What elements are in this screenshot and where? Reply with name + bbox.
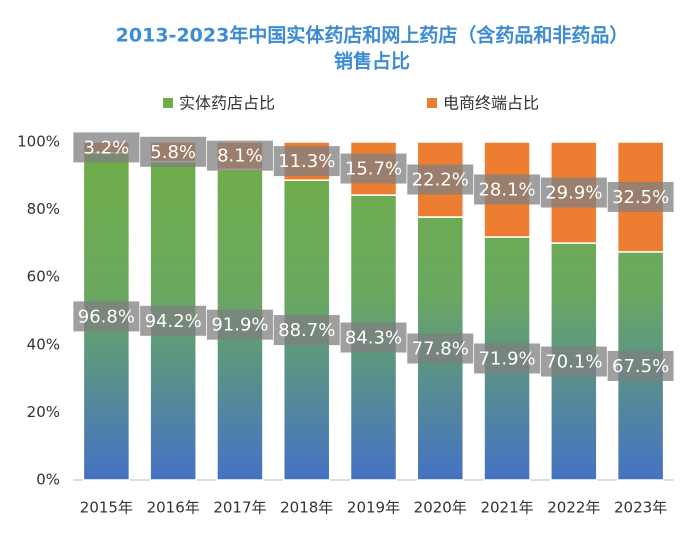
value-label-box: [407, 164, 474, 195]
legend-label: 实体药店占比: [179, 94, 275, 113]
x-tick-label: 2017年: [213, 499, 266, 517]
chart-title: 销售占比: [334, 50, 410, 73]
value-label-box: [540, 346, 607, 377]
value-label-box: [206, 309, 273, 340]
x-tick-label: 2016年: [147, 499, 200, 517]
value-label: 8.1%: [217, 146, 263, 167]
value-label: 15.7%: [345, 159, 402, 180]
y-tick-label: 100%: [17, 133, 60, 151]
y-tick-label: 20%: [27, 403, 60, 421]
y-tick-label: 60%: [27, 268, 60, 286]
value-label: 11.3%: [278, 151, 335, 172]
value-label-box: [206, 140, 273, 171]
value-label-box: [607, 350, 674, 381]
value-label-box: [73, 301, 140, 332]
value-label: 32.5%: [612, 187, 669, 208]
x-tick-label: 2021年: [480, 499, 533, 517]
value-label-box: [607, 181, 674, 212]
value-label: 88.7%: [278, 320, 335, 341]
y-tick-label: 80%: [27, 200, 60, 218]
value-label: 5.8%: [150, 142, 196, 163]
chart-title: 2013-2023年中国实体药店和网上药店（含药品和非药品）: [116, 24, 629, 47]
value-label-box: [474, 174, 541, 205]
value-label-box: [407, 333, 474, 364]
x-tick-label: 2022年: [547, 499, 600, 517]
x-tick-label: 2019年: [347, 499, 400, 517]
value-label-box: [474, 343, 541, 374]
y-tick-label: 40%: [27, 335, 60, 353]
value-label: 67.5%: [612, 356, 669, 377]
value-label: 94.2%: [145, 311, 202, 332]
value-label-box: [140, 136, 207, 167]
value-label-box: [273, 315, 340, 346]
value-label: 29.9%: [545, 183, 602, 204]
y-tick-label: 0%: [36, 471, 60, 489]
value-label: 96.8%: [78, 306, 135, 327]
value-label: 70.1%: [545, 352, 602, 373]
value-label: 22.2%: [412, 170, 469, 191]
value-label-box: [540, 177, 607, 208]
value-label: 91.9%: [211, 315, 268, 336]
value-label-box: [273, 146, 340, 177]
value-label: 77.8%: [412, 339, 469, 360]
x-tick-label: 2020年: [414, 499, 467, 517]
value-label-box: [140, 305, 207, 336]
value-label: 28.1%: [478, 179, 535, 200]
value-label: 71.9%: [478, 348, 535, 369]
value-label: 3.2%: [84, 137, 130, 158]
value-label-box: [73, 132, 140, 163]
value-label-box: [340, 322, 407, 353]
legend-swatch: [163, 98, 173, 108]
x-tick-label: 2023年: [614, 499, 667, 517]
x-tick-label: 2015年: [80, 499, 133, 517]
value-label: 84.3%: [345, 328, 402, 349]
legend-label: 电商终端占比: [443, 94, 539, 113]
value-label-box: [340, 153, 407, 184]
x-tick-label: 2018年: [280, 499, 333, 517]
legend-swatch: [427, 98, 437, 108]
